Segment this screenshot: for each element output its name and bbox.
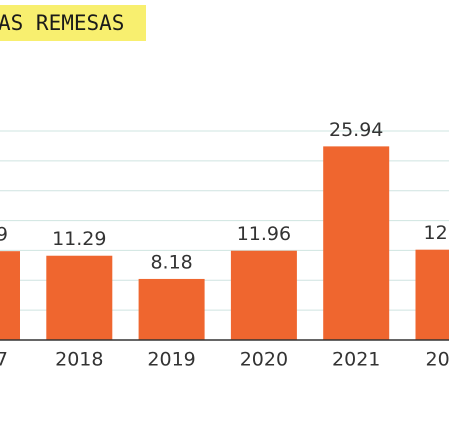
value-label: 25.94 bbox=[329, 119, 383, 141]
x-tick-label: 2018 bbox=[55, 349, 103, 371]
chart-title: AS REMESAS bbox=[0, 11, 124, 35]
x-tick-label: 2019 bbox=[147, 349, 195, 371]
value-label: 8.18 bbox=[150, 251, 192, 273]
value-label: 12. bbox=[424, 222, 449, 244]
bar bbox=[323, 146, 390, 340]
value-label: 9 bbox=[0, 224, 8, 246]
x-tick-label: 20 bbox=[426, 349, 449, 371]
x-tick-label: 2020 bbox=[240, 349, 288, 371]
bar bbox=[46, 255, 113, 340]
value-label: 11.96 bbox=[237, 223, 291, 245]
bar bbox=[138, 278, 205, 340]
title-highlight bbox=[0, 5, 146, 41]
x-tick-label: 7 bbox=[0, 349, 8, 371]
x-tick-label: 2021 bbox=[332, 349, 380, 371]
bar bbox=[0, 251, 20, 340]
bar bbox=[415, 249, 449, 340]
bar bbox=[230, 250, 297, 340]
value-label: 11.29 bbox=[52, 228, 106, 250]
